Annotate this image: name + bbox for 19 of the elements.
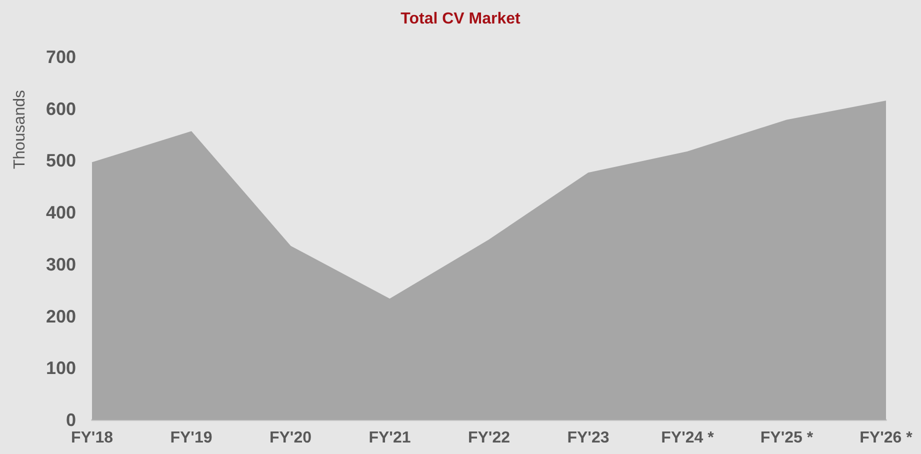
y-tick-label: 100 bbox=[46, 358, 76, 378]
y-tick-label: 0 bbox=[66, 410, 76, 430]
x-tick-label: FY'26 * bbox=[860, 430, 914, 446]
y-tick-label: 200 bbox=[46, 306, 76, 326]
y-tick-label: 500 bbox=[46, 150, 76, 171]
y-tick-label: 300 bbox=[46, 254, 76, 274]
y-tick-label: 600 bbox=[46, 98, 76, 119]
x-tick-label: FY'20 bbox=[269, 430, 312, 446]
chart-title: Total CV Market bbox=[400, 10, 522, 28]
x-tick-label: FY'25 * bbox=[760, 430, 814, 446]
x-tick-label: FY'18 bbox=[70, 430, 114, 446]
y-tick-label: 400 bbox=[46, 202, 76, 223]
x-tick-label: FY'21 bbox=[368, 430, 411, 446]
y-axis-title: Thousands bbox=[12, 90, 28, 170]
x-tick-label: FY'19 bbox=[170, 430, 212, 446]
x-tick-label: FY'23 bbox=[567, 430, 610, 446]
y-tick-label: 700 bbox=[46, 47, 76, 67]
x-tick-label: FY'24 * bbox=[661, 430, 715, 446]
x-tick-label: FY'22 bbox=[468, 430, 510, 446]
